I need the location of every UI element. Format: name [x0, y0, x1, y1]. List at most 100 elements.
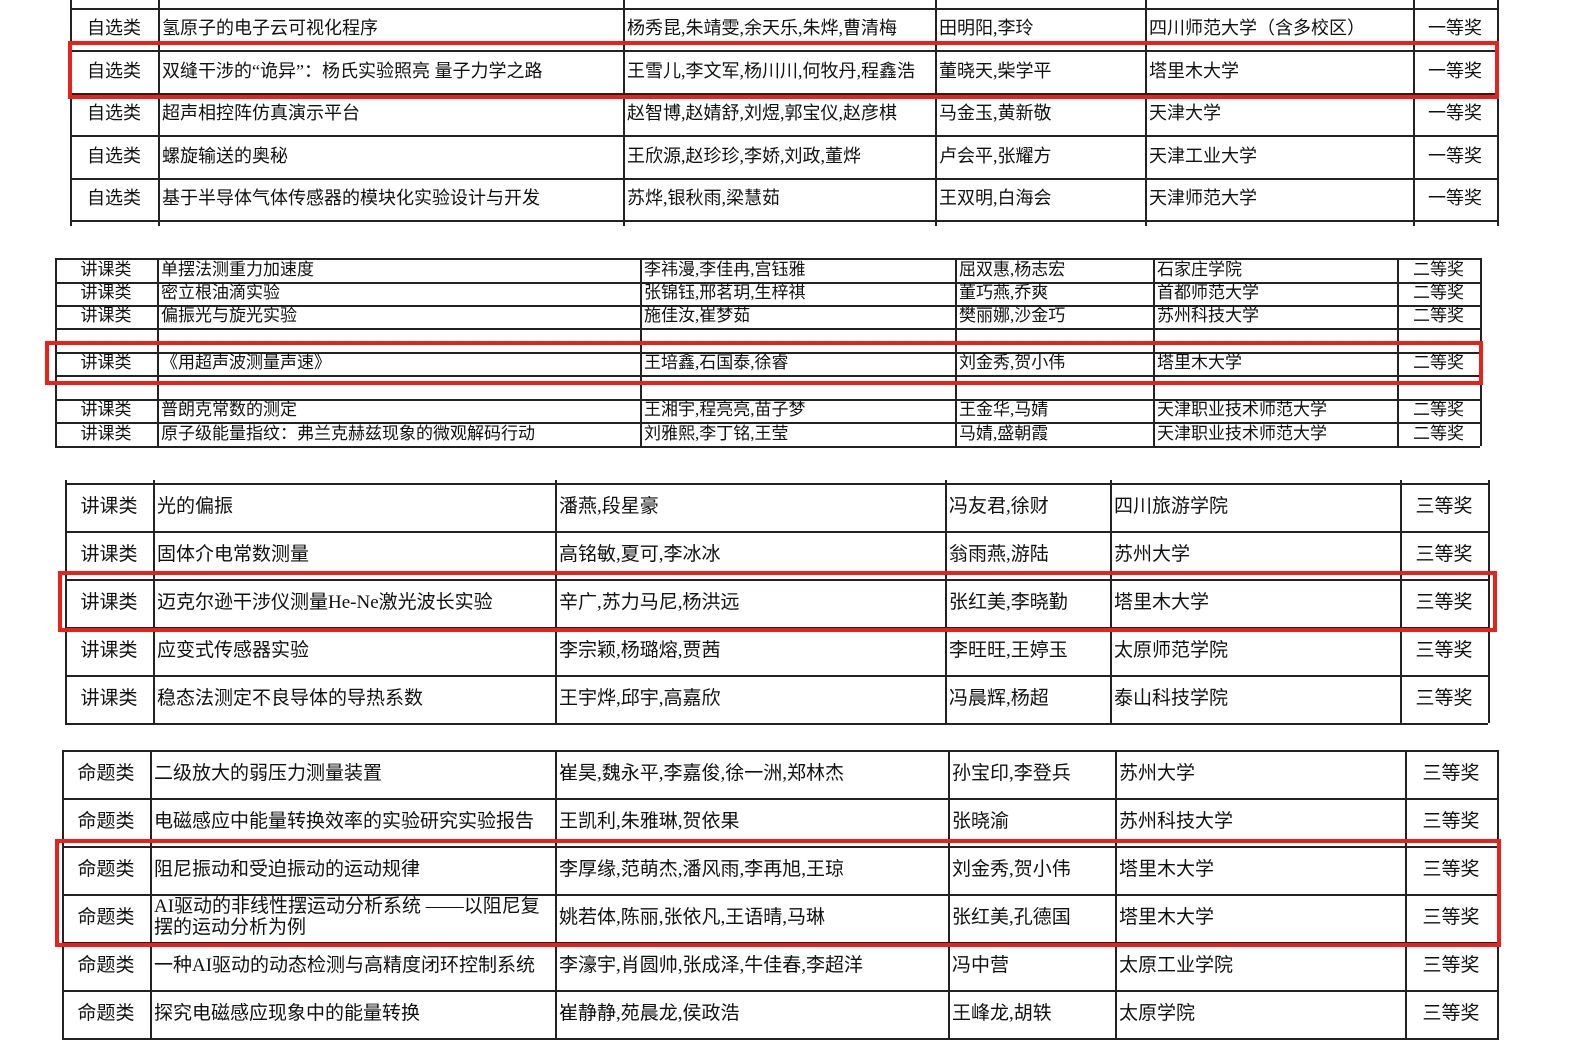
table-cell: 刘金秀,贺小伟: [959, 353, 1066, 373]
col-line: [555, 750, 557, 1040]
table-cell: 基于半导体气体传感器的模块化实验设计与开发: [162, 188, 540, 209]
table-cell: 苏州科技大学: [1157, 306, 1259, 326]
table-cell: 赵智博,赵婧舒,刘煜,郭宝仪,赵彦棋: [627, 103, 897, 124]
table-cell: 施佳汝,崔梦茹: [644, 306, 751, 326]
col-line: [555, 480, 557, 723]
table-cell: 《用超声波测量声速》: [161, 353, 331, 373]
table-cell: 潘燕,段星豪: [559, 495, 659, 517]
table-cell: 一等奖: [1428, 188, 1482, 209]
table-cell: 讲课类: [80, 495, 138, 517]
table-cell: 双缝干涉的“诡异”：杨氏实验照亮 量子力学之路: [162, 60, 543, 81]
table-cell: 天津职业技术师范大学: [1157, 400, 1327, 420]
row-line: [55, 352, 1480, 354]
table-cell: 董晓天,柴学平: [939, 60, 1052, 81]
table-cell: 自选类: [87, 188, 141, 209]
row-line: [65, 483, 1488, 485]
table-cell: 石家庄学院: [1157, 259, 1242, 279]
row-line: [65, 723, 1488, 725]
table-cell: 迈克尔逊干涉仪测量He-Ne激光波长实验: [157, 591, 493, 613]
table-cell: 李濠宇,肖圆帅,张成泽,牛佳春,李超洋: [559, 954, 864, 976]
table-cell: 张红美,孔德国: [952, 906, 1071, 928]
row-line: [55, 305, 1480, 307]
table-cell: 三等奖: [1422, 1002, 1480, 1024]
col-line: [935, 0, 937, 226]
table-cell: 王凯利,朱雅琳,贺依果: [559, 810, 740, 832]
row-line: [55, 328, 1480, 330]
table-cell: 天津工业大学: [1149, 145, 1257, 166]
highlight-box: [58, 571, 1497, 632]
row-line: [62, 846, 1497, 848]
table-cell: 王雪儿,李文军,杨川川,何牧丹,程鑫浩: [627, 60, 915, 81]
table-cell: 王金华,马婧: [959, 400, 1049, 420]
table-cell: 辛广,苏力马尼,杨洪远: [559, 591, 740, 613]
row-line: [62, 942, 1497, 944]
table-cell: 塔里木大学: [1149, 60, 1239, 81]
table-cell: 二等奖: [1413, 353, 1464, 373]
table-cell: 自选类: [87, 145, 141, 166]
table-cell: 自选类: [87, 60, 141, 81]
table-cell: 自选类: [87, 103, 141, 124]
table-cell: 苏州科技大学: [1119, 810, 1234, 832]
col-line: [62, 750, 64, 1040]
table-cell: 太原工业学院: [1119, 954, 1234, 976]
table-cell: 讲课类: [80, 353, 132, 373]
table-cell: 一等奖: [1428, 103, 1482, 124]
table-cell: 姚若体,陈丽,张依凡,王语晴,马琳: [559, 906, 826, 928]
highlight-box: [68, 41, 1499, 99]
col-line: [1400, 480, 1402, 723]
table-cell: 首都师范大学: [1157, 283, 1259, 303]
table-cell: 王宇烨,邱宇,高嘉欣: [559, 687, 721, 709]
table-cell: 田明阳,李玲: [939, 18, 1034, 39]
table-cell: 王湘宇,程亮亮,苗子梦: [644, 400, 806, 420]
table-cell: 卢会平,张耀方: [939, 145, 1052, 166]
table-cell: 螺旋输送的奥秘: [162, 145, 288, 166]
table-cell: 一等奖: [1428, 60, 1482, 81]
table-cell: 讲课类: [80, 283, 132, 303]
table-cell: 原子级能量指纹：弗兰克赫兹现象的微观解码行动: [161, 423, 535, 443]
table-cell: 李宗颖,杨璐熔,贾茜: [559, 639, 721, 661]
table-cell: 苏州大学: [1119, 762, 1196, 784]
table-cell: 一种AI驱动的动态检测与高精度闭环控制系统: [154, 954, 536, 976]
table-cell: 塔里木大学: [1157, 353, 1242, 373]
table-cell: 命题类: [77, 954, 135, 976]
table-cell: 命题类: [77, 1002, 135, 1024]
table-cell: 单摆法测重力加速度: [161, 259, 314, 279]
table-cell: 三等奖: [1422, 858, 1480, 880]
row-line: [70, 220, 1497, 222]
table-cell: 讲课类: [80, 639, 138, 661]
table-cell: 超声相控阵仿真演示平台: [162, 103, 360, 124]
table-cell: 命题类: [77, 810, 135, 832]
table-cell: 一等奖: [1428, 18, 1482, 39]
table-cell: 王双明,白海会: [939, 188, 1052, 209]
table-cell: 马金玉,黄新敬: [939, 103, 1052, 124]
row-line: [55, 375, 1480, 377]
table-cell: 张晓渝: [952, 810, 1010, 832]
table-cell: 太原学院: [1119, 1002, 1196, 1024]
table-cell: 王欣源,赵珍珍,李娇,刘政,董烨: [627, 145, 861, 166]
table-cell: 塔里木大学: [1114, 591, 1210, 613]
table-cell: 三等奖: [1415, 591, 1473, 613]
table-cell: 四川师范大学（含多校区）: [1149, 18, 1365, 39]
row-line: [62, 1038, 1497, 1040]
table-cell: 二等奖: [1413, 306, 1464, 326]
table-cell: 李祎漫,李佳冉,宫钰雅: [644, 259, 806, 279]
table-cell: 刘雅熙,李丁铭,王莹: [644, 423, 789, 443]
row-line: [65, 627, 1488, 629]
table-cell: 高铭敏,夏可,李冰冰: [559, 543, 721, 565]
col-line: [150, 750, 152, 1040]
table-cell: 天津职业技术师范大学: [1157, 423, 1327, 443]
table-cell: 三等奖: [1422, 810, 1480, 832]
table-cell: 讲课类: [80, 400, 132, 420]
table-cell: 二等奖: [1413, 400, 1464, 420]
table-cell: 讲课类: [80, 591, 138, 613]
row-line: [62, 990, 1497, 992]
table-cell: 二等奖: [1413, 283, 1464, 303]
table-cell: 阻尼振动和受迫振动的运动规律: [154, 858, 421, 880]
table-cell: 普朗克常数的测定: [161, 400, 297, 420]
table-cell: 李厚缘,范萌杰,潘风雨,李再旭,王琼: [559, 858, 845, 880]
table-cell: 偏振光与旋光实验: [161, 306, 297, 326]
col-line: [1110, 480, 1112, 723]
col-line: [1145, 0, 1147, 226]
table-cell: 苏烨,银秋雨,梁慧茹: [627, 188, 780, 209]
